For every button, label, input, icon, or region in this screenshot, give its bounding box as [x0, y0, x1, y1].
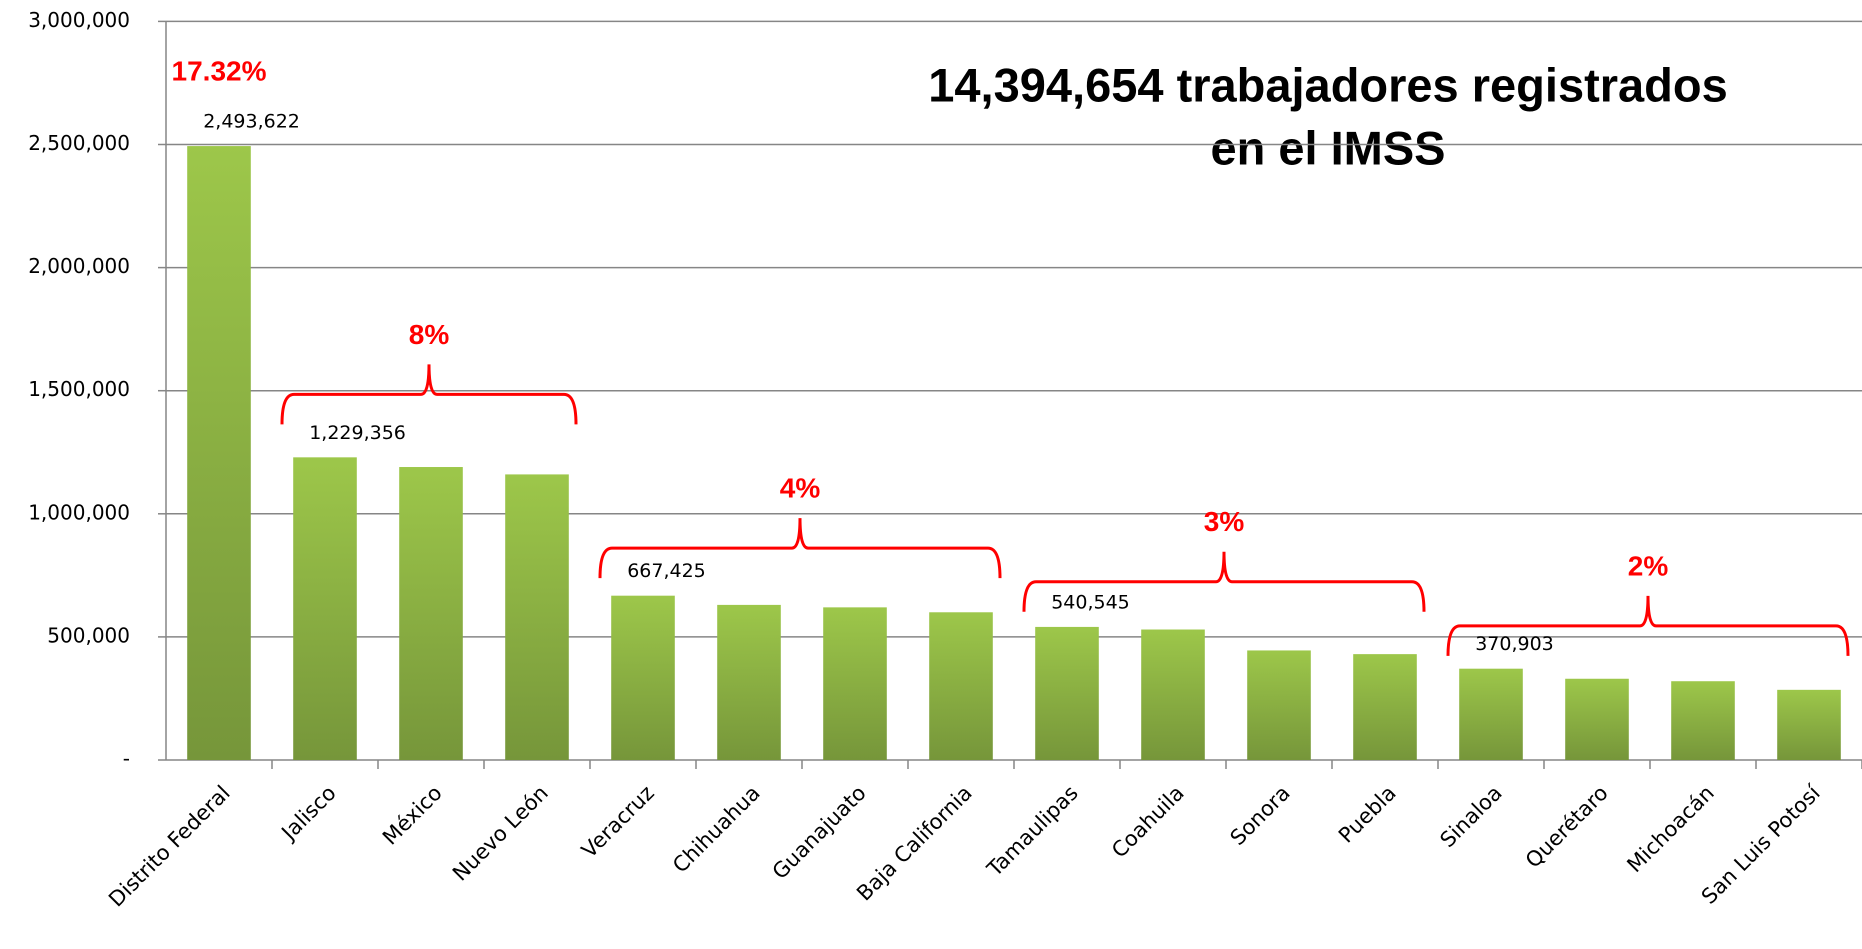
y-tick-label: -	[123, 747, 130, 771]
value-label: 370,903	[1475, 633, 1554, 655]
y-tick-label: 1,500,000	[28, 377, 130, 401]
x-tick-label: México	[378, 781, 447, 850]
bar	[717, 604, 781, 760]
annotation: 2%	[1628, 550, 1669, 581]
bar	[399, 467, 463, 760]
brace	[280, 364, 578, 425]
y-tick-label: 1,000,000	[28, 500, 130, 524]
x-tick-label: Chihuahua	[668, 781, 765, 878]
bar	[505, 474, 569, 760]
x-tick-label: Coahuila	[1107, 781, 1189, 863]
x-tick-label: Querétaro	[1521, 781, 1613, 873]
x-tick-label: Baja California	[852, 781, 977, 906]
bar	[823, 607, 887, 760]
annotation: 4%	[780, 473, 821, 504]
x-tick-label: Distrito Federal	[104, 781, 235, 912]
annotation: 17.32%	[172, 55, 267, 86]
y-tick-label: 2,500,000	[28, 131, 130, 155]
value-label: 540,545	[1051, 591, 1130, 613]
bar	[1141, 629, 1205, 760]
brace	[1446, 595, 1850, 656]
value-label: 1,229,356	[309, 422, 406, 444]
value-label: 2,493,622	[203, 111, 300, 133]
brace	[598, 518, 1002, 579]
bar	[1565, 678, 1629, 760]
x-tick-label: Sinaloa	[1435, 781, 1506, 852]
annotation: 8%	[409, 319, 450, 350]
bar	[187, 146, 251, 761]
bar	[929, 612, 993, 760]
x-tick-label: Guanajuato	[768, 781, 871, 884]
x-tick-label: Puebla	[1334, 781, 1401, 848]
note: en el IMSS	[1210, 121, 1445, 174]
y-tick-label: 2,000,000	[28, 254, 130, 278]
x-tick-label: Jalisco	[276, 781, 341, 846]
x-tick-label: Nuevo León	[448, 781, 553, 886]
bar	[1035, 626, 1099, 760]
bar	[1247, 650, 1311, 760]
bar	[1777, 689, 1841, 760]
bar	[611, 595, 675, 760]
value-label: 667,425	[627, 560, 706, 582]
bar	[1353, 654, 1417, 760]
annotation: 3%	[1204, 506, 1245, 537]
x-tick-label: Sonora	[1226, 781, 1295, 850]
note: 14,394,654 trabajadores registrados	[928, 58, 1727, 111]
x-tick-label: Veracruz	[577, 781, 659, 863]
y-tick-label: 3,000,000	[28, 8, 130, 32]
x-tick-label: Tamaulipas	[982, 781, 1083, 882]
bar	[293, 457, 357, 760]
y-tick-label: 500,000	[47, 623, 130, 647]
x-tick-label: Michoacán	[1622, 781, 1718, 877]
bar	[1459, 668, 1523, 760]
brace	[1022, 551, 1426, 612]
bar	[1671, 681, 1735, 760]
